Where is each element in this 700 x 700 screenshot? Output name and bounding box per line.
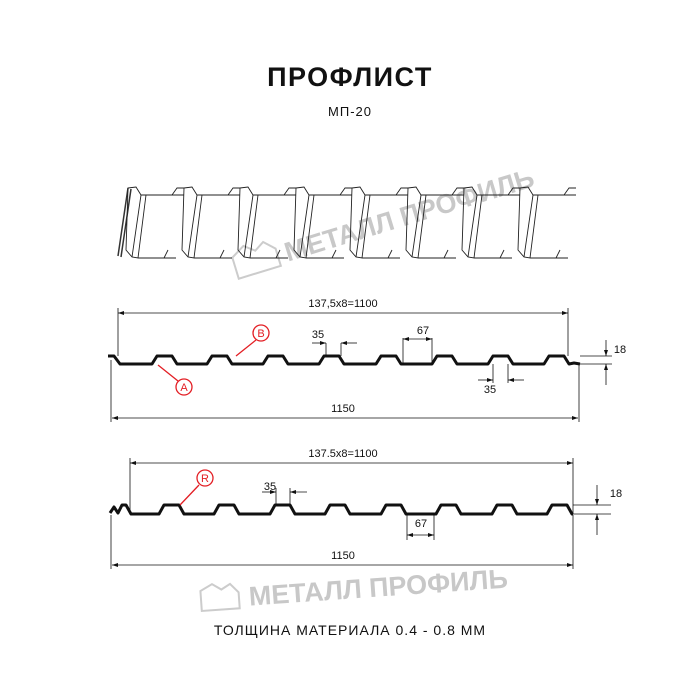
sheet-rib xyxy=(125,186,184,259)
marker-b-label: B xyxy=(257,328,264,340)
p2-gap-dimension: 67 xyxy=(415,518,427,530)
sheet-rib xyxy=(405,186,464,259)
marker-b-circle xyxy=(252,324,270,342)
arrow xyxy=(341,341,347,345)
sheet-rib xyxy=(461,186,520,259)
arrow xyxy=(572,416,578,420)
watermark-logo-2: МЕТАЛЛ ПРОФИЛЬ xyxy=(199,564,509,613)
marker-a-label: A xyxy=(180,382,188,394)
arrow xyxy=(130,461,136,465)
arrow xyxy=(508,378,514,382)
arrow xyxy=(428,533,434,537)
marker-r-leader xyxy=(179,484,200,506)
arrow xyxy=(426,337,432,341)
profile-line xyxy=(108,354,581,366)
profile-section-2 xyxy=(108,458,611,569)
watermark-text: МЕТАЛЛ ПРОФИЛЬ xyxy=(248,564,509,612)
arrow xyxy=(407,533,413,537)
p1-width-dimension: 1150 xyxy=(331,403,355,415)
watermark-logo-icon xyxy=(199,582,241,613)
arrow xyxy=(118,311,124,315)
p1-height-dimension: 18 xyxy=(614,344,626,356)
sheet-rib xyxy=(349,186,408,259)
sheet-rib xyxy=(181,186,240,259)
sheet-rib xyxy=(293,186,352,259)
p2-height-dimension: 18 xyxy=(610,488,622,500)
p2-rib-top-dimension: 35 xyxy=(264,481,276,493)
arrow xyxy=(112,563,118,567)
arrow xyxy=(567,461,573,465)
arrow xyxy=(290,490,296,494)
arrow xyxy=(403,337,409,341)
arrow xyxy=(270,490,276,494)
arrow xyxy=(562,311,568,315)
marker-r-label: R xyxy=(201,473,209,485)
model-subtitle: МП-20 xyxy=(328,104,372,119)
arrow xyxy=(320,341,326,345)
marker-a-leader xyxy=(157,364,179,382)
watermark-logo-icon xyxy=(231,240,283,280)
arrow xyxy=(112,416,118,420)
p1-rib-top-dimension: 35 xyxy=(312,329,324,341)
p1-rib-bottom-dimension: 35 xyxy=(484,384,496,396)
watermark-text: МЕТАЛЛ ПРОФИЛЬ xyxy=(281,163,538,268)
sheet-edge xyxy=(117,187,132,258)
arrow xyxy=(567,563,573,567)
isometric-sheet-view xyxy=(117,186,576,259)
sheet-rib xyxy=(237,186,296,259)
p2-pitch-dimension: 137.5x8=1100 xyxy=(308,448,377,460)
p1-pitch-dimension: 137,5x8=1100 xyxy=(308,298,377,310)
sheet-rib xyxy=(517,186,576,259)
profile-section-1 xyxy=(108,308,612,422)
arrow xyxy=(595,499,599,505)
material-thickness-note: ТОЛЩИНА МАТЕРИАЛА 0.4 - 0.8 ММ xyxy=(213,622,487,638)
p2-width-dimension: 1150 xyxy=(331,550,355,562)
p1-gap-dimension: 67 xyxy=(417,325,429,337)
page-title: ПРОФЛИСТ xyxy=(267,62,433,92)
arrow xyxy=(595,514,599,520)
arrow xyxy=(604,364,608,370)
marker-a-circle xyxy=(175,378,193,396)
marker-r-circle xyxy=(196,469,214,487)
arrow xyxy=(604,350,608,356)
arrow xyxy=(487,378,493,382)
profile-line xyxy=(108,503,574,516)
watermark-logo-1: МЕТАЛЛ ПРОФИЛЬ xyxy=(231,163,538,280)
marker-b-leader xyxy=(235,339,257,357)
